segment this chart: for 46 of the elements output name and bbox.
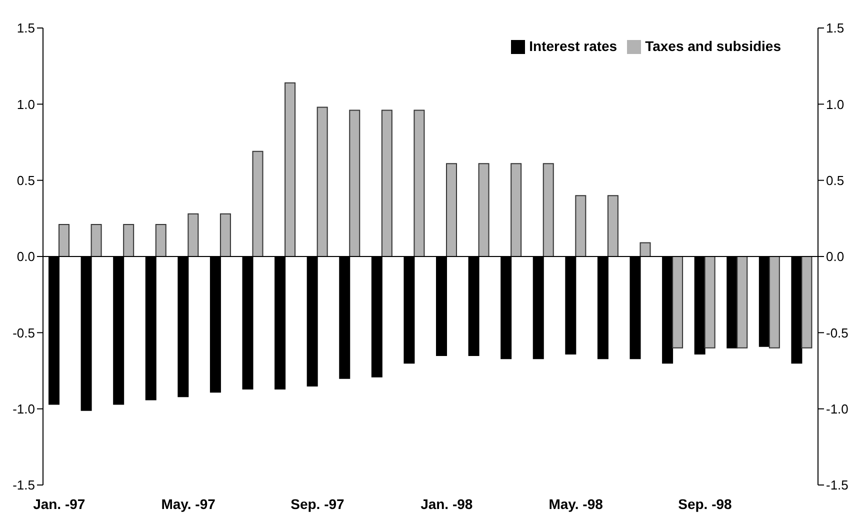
bar bbox=[768, 256, 780, 348]
bar bbox=[414, 110, 425, 257]
bar bbox=[801, 256, 812, 348]
bar bbox=[672, 256, 684, 348]
bar bbox=[90, 224, 102, 257]
y2-tick-label: 0.0 bbox=[826, 249, 844, 264]
bar bbox=[316, 106, 328, 257]
bar bbox=[284, 82, 296, 257]
bar bbox=[736, 256, 748, 348]
y2-tick-label: -0.5 bbox=[826, 325, 848, 340]
bar bbox=[252, 150, 264, 257]
x-tick-label: Jan. -98 bbox=[420, 496, 473, 512]
x-tick-label: Sep. -98 bbox=[678, 496, 732, 512]
bar bbox=[381, 110, 392, 257]
x-tick-label: Jan. -97 bbox=[33, 496, 86, 512]
bar bbox=[220, 213, 231, 257]
bar bbox=[58, 224, 70, 257]
bar bbox=[155, 224, 166, 257]
y2-tick-label: 1.0 bbox=[826, 96, 844, 112]
x-tick-label: May. -97 bbox=[161, 496, 216, 512]
bar bbox=[640, 242, 651, 257]
y-tick-label: -0.5 bbox=[12, 325, 35, 340]
y-tick-label: 1.0 bbox=[16, 96, 35, 112]
y-tick-label: 1.5 bbox=[16, 20, 35, 36]
y-tick-label: 0.0 bbox=[16, 249, 35, 264]
legend-label: Taxes and subsidies bbox=[645, 38, 781, 54]
y-tick-label: -1.5 bbox=[12, 478, 35, 493]
bar bbox=[349, 110, 360, 257]
bar bbox=[607, 195, 618, 257]
x-tick-label: May. -98 bbox=[548, 496, 604, 512]
bar bbox=[446, 163, 457, 257]
y-tick-label: -1.0 bbox=[12, 401, 35, 416]
bar bbox=[123, 224, 134, 257]
bar bbox=[510, 163, 522, 257]
bar bbox=[575, 195, 586, 257]
bar bbox=[704, 256, 716, 348]
bar bbox=[542, 163, 554, 257]
legend-label: Interest rates bbox=[529, 38, 618, 54]
y2-tick-label: 0.5 bbox=[826, 172, 844, 188]
x-tick-label: Sep. -97 bbox=[290, 496, 345, 512]
bar bbox=[478, 163, 490, 257]
bar bbox=[188, 213, 199, 257]
y-tick-label: 0.5 bbox=[16, 172, 35, 188]
y2-tick-label: -1.5 bbox=[826, 478, 848, 493]
y2-tick-label: 1.5 bbox=[826, 20, 844, 36]
y2-tick-label: -1.0 bbox=[826, 401, 848, 416]
